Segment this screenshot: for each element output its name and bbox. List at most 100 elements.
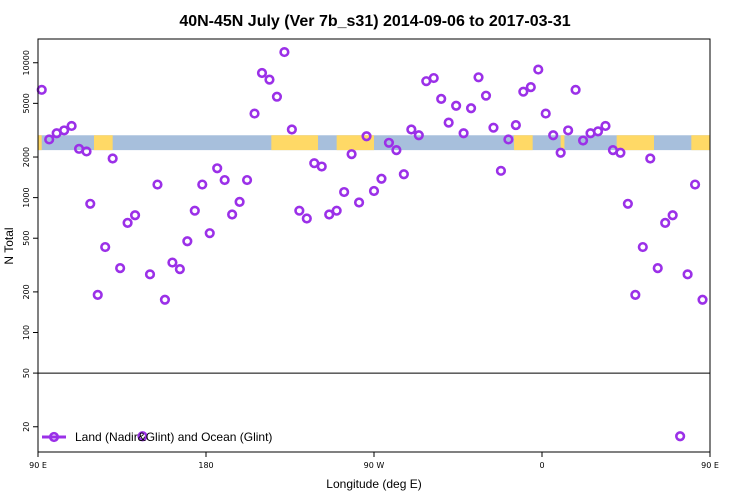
data-point bbox=[443, 117, 454, 128]
data-point bbox=[227, 209, 238, 220]
data-point bbox=[249, 108, 260, 119]
data-point bbox=[682, 269, 693, 280]
data-point bbox=[144, 269, 156, 280]
data-point bbox=[533, 64, 544, 75]
chart-title: 40N-45N July (Ver 7b_s31) 2014-09-06 to … bbox=[179, 13, 570, 30]
y-tick-label: 500 bbox=[22, 231, 31, 246]
data-point bbox=[510, 119, 521, 131]
data-point bbox=[182, 236, 193, 247]
data-point bbox=[660, 217, 671, 228]
data-point bbox=[570, 84, 581, 95]
y-tick-label: 200 bbox=[22, 284, 31, 299]
data-point bbox=[398, 169, 409, 180]
data-point bbox=[563, 125, 574, 136]
data-point bbox=[480, 90, 492, 101]
y-tick-label: 100 bbox=[22, 325, 31, 340]
data-point bbox=[129, 210, 141, 221]
x-tick-label: 0 bbox=[539, 461, 544, 470]
data-point bbox=[256, 67, 268, 79]
data-point bbox=[592, 126, 604, 137]
land-band-segment bbox=[560, 135, 565, 151]
land-band-segment bbox=[94, 135, 113, 151]
data-point bbox=[174, 264, 185, 275]
data-point bbox=[264, 74, 275, 85]
data-point bbox=[212, 163, 223, 174]
data-point bbox=[652, 263, 663, 274]
land-band-segment bbox=[514, 135, 533, 151]
data-point bbox=[577, 135, 589, 146]
data-point bbox=[189, 205, 200, 216]
data-point bbox=[525, 81, 536, 93]
data-point bbox=[689, 179, 701, 190]
data-point bbox=[406, 124, 417, 135]
land-band-segment bbox=[336, 135, 374, 151]
data-point bbox=[324, 209, 335, 220]
data-point bbox=[495, 165, 507, 176]
data-point bbox=[100, 241, 111, 253]
data-point bbox=[294, 205, 305, 216]
data-point bbox=[81, 146, 92, 157]
data-point bbox=[383, 137, 395, 148]
data-point bbox=[122, 217, 133, 228]
data-point bbox=[167, 257, 178, 268]
data-point bbox=[85, 198, 96, 209]
data-point bbox=[159, 294, 171, 305]
y-tick-label: 2000 bbox=[22, 147, 31, 167]
y-tick-label: 5000 bbox=[22, 93, 31, 113]
data-point bbox=[458, 128, 469, 139]
data-point bbox=[331, 205, 342, 216]
data-point bbox=[645, 153, 656, 164]
data-point bbox=[675, 431, 686, 442]
data-point bbox=[115, 263, 126, 274]
land-band-segment bbox=[616, 135, 654, 151]
data-point bbox=[92, 289, 103, 300]
data-point bbox=[503, 134, 514, 145]
data-point bbox=[473, 72, 484, 83]
x-axis-label: Longitude (deg E) bbox=[326, 477, 421, 491]
data-point bbox=[137, 431, 148, 442]
x-tick-label: 90 W bbox=[364, 461, 385, 470]
legend-point-marker bbox=[48, 431, 60, 443]
data-point bbox=[339, 186, 350, 198]
data-point bbox=[637, 241, 648, 253]
data-point bbox=[518, 86, 529, 97]
data-point bbox=[600, 120, 611, 132]
data-point bbox=[361, 131, 372, 142]
land-band-segment bbox=[38, 135, 42, 151]
data-point bbox=[368, 185, 380, 197]
data-point bbox=[622, 198, 633, 209]
data-point bbox=[219, 174, 230, 186]
y-tick-label: 50 bbox=[22, 368, 31, 378]
data-point bbox=[540, 108, 551, 119]
data-point bbox=[271, 91, 283, 102]
data-point bbox=[630, 289, 641, 300]
plot-frame bbox=[37, 38, 711, 453]
data-point bbox=[465, 103, 477, 114]
data-point bbox=[241, 174, 253, 186]
data-point bbox=[152, 179, 163, 190]
data-point bbox=[391, 145, 402, 156]
data-point bbox=[376, 173, 387, 184]
data-point bbox=[59, 125, 70, 136]
data-point bbox=[204, 228, 215, 239]
data-point bbox=[548, 130, 559, 141]
data-point bbox=[36, 84, 47, 95]
data-point bbox=[107, 153, 118, 164]
data-point bbox=[615, 147, 626, 158]
land-band-segment bbox=[691, 135, 710, 151]
data-point bbox=[555, 147, 566, 158]
data-point bbox=[286, 124, 297, 135]
surface-type-band bbox=[38, 135, 710, 151]
x-axis: 90 E 180 90 W 0 90 E bbox=[29, 452, 719, 470]
data-point bbox=[413, 130, 424, 141]
y-tick-label: 20 bbox=[22, 422, 31, 432]
data-point bbox=[353, 197, 365, 208]
y-axis: 20 50 100 200 500 1000 2000 5000 10000 bbox=[22, 50, 38, 432]
data-point bbox=[451, 100, 462, 111]
data-points bbox=[36, 46, 708, 442]
data-point bbox=[301, 213, 312, 224]
legend: Land (Nadir&Glint) and Ocean (Glint) bbox=[42, 430, 272, 444]
land-band-segment bbox=[271, 135, 318, 151]
data-point bbox=[667, 210, 678, 221]
y-tick-label: 10000 bbox=[22, 50, 31, 75]
